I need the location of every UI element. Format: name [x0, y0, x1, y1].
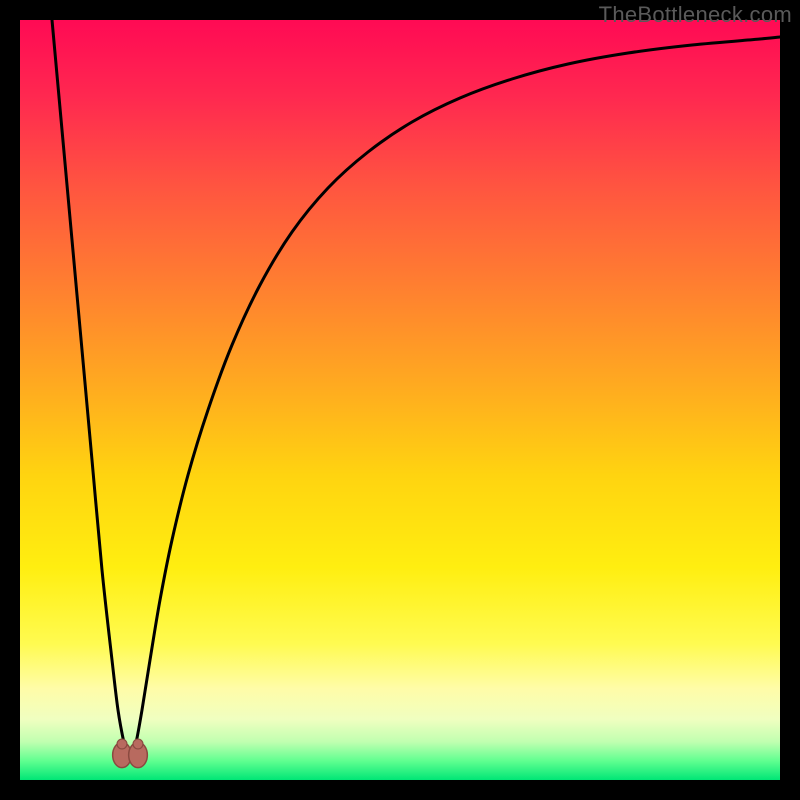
watermark-text: TheBottleneck.com [599, 2, 792, 28]
optimal-marker [20, 20, 780, 780]
plot-area [20, 20, 780, 780]
